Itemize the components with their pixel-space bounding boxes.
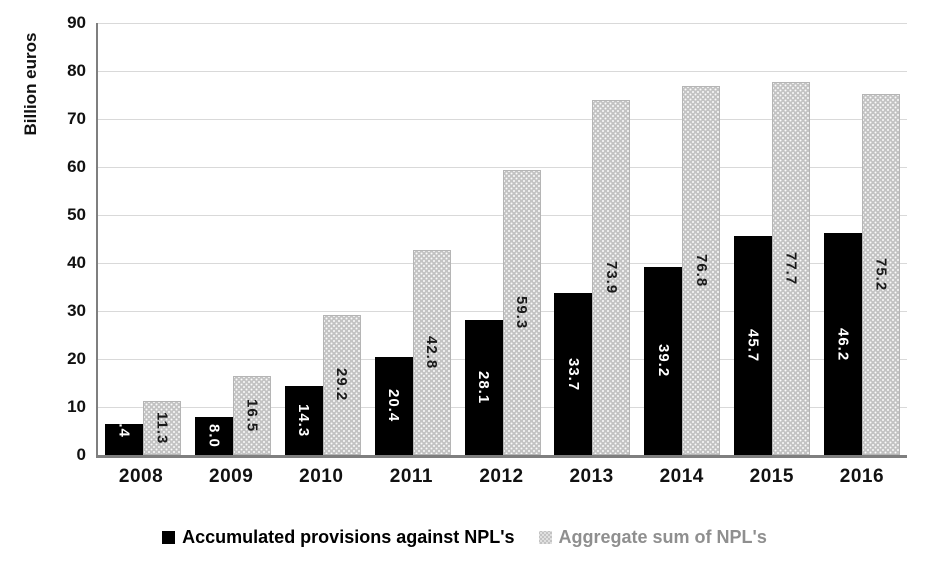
bar-2016-series-1: 75.2 xyxy=(862,94,901,455)
bar-group-2011: 20.4 42.8 xyxy=(368,23,458,455)
bar-2013-series-1: 73.9 xyxy=(592,100,631,455)
bar-group-2016: 46.2 75.2 xyxy=(817,23,907,455)
bar-2015-series-1: 77.7 xyxy=(772,82,811,455)
bar-value-label: 45.7 xyxy=(744,328,762,362)
legend-item-aggregate-npl: Aggregate sum of NPL's xyxy=(538,526,767,548)
bar-value-label: 8.0 xyxy=(205,423,223,448)
x-axis: 2008 2009 2010 2011 2012 2013 2014 2015 2016 xyxy=(96,466,907,492)
x-axis-tick-label: 2008 xyxy=(118,466,164,487)
bar-value-label: 14.3 xyxy=(295,404,313,438)
bar-value-label: 33.7 xyxy=(564,357,582,391)
y-axis-tick-label: 30 xyxy=(67,301,86,320)
bar-2008-series-0: 6.4 xyxy=(104,414,143,455)
bar-2014-series-1: 76.8 xyxy=(682,86,721,455)
bar-value-label: 75.2 xyxy=(872,257,890,292)
gray-square-legend-marker-icon xyxy=(538,530,552,544)
bar-group-2014: 39.2 76.8 xyxy=(637,23,727,455)
bar-value-label: 16.5 xyxy=(243,398,261,432)
bar-value-label: 76.8 xyxy=(692,254,710,288)
y-axis-tick-label: 20 xyxy=(67,349,86,368)
bar-2008-series-1: 11.3 xyxy=(142,400,181,455)
bar-2010-series-1: 29.2 xyxy=(322,314,361,455)
y-axis-tick-label: 40 xyxy=(67,253,86,272)
legend: Accumulated provisions against NPL's Agg… xyxy=(0,523,929,551)
bar-value-label: 20.4 xyxy=(385,389,403,423)
x-axis-tick-label: 2010 xyxy=(299,466,344,487)
legend-label: Aggregate sum of NPL's xyxy=(558,526,767,547)
x-axis-tick-label: 2012 xyxy=(479,466,524,487)
y-axis-tick-label: 70 xyxy=(67,109,86,128)
bar-2012-series-1: 59.3 xyxy=(502,170,541,455)
bar-2014-series-0: 39.2 xyxy=(644,266,683,455)
bar-group-2013: 33.7 73.9 xyxy=(547,23,637,455)
x-axis-tick-label: 2016 xyxy=(839,466,885,487)
bar-group-2009: 8.0 16.5 xyxy=(188,23,278,455)
bar-2011-series-1: 42.8 xyxy=(412,249,451,455)
y-axis-tick-label: 10 xyxy=(67,397,86,416)
bar-2009-series-0: 8.0 xyxy=(194,416,233,455)
bar-value-label: 59.3 xyxy=(513,296,530,330)
x-axis-tick-label: 2014 xyxy=(659,466,704,487)
y-axis-tick-label: 50 xyxy=(67,205,86,224)
bar-value-label: 39.2 xyxy=(654,344,672,378)
bar-2011-series-0: 20.4 xyxy=(374,357,413,455)
bar-group-2008: 6.4 11.3 xyxy=(98,23,188,455)
bar-2010-series-0: 14.3 xyxy=(284,386,323,455)
bar-group-2010: 14.3 29.2 xyxy=(278,23,368,455)
bar-value-label: 29.2 xyxy=(333,368,351,402)
bar-value-label: 73.9 xyxy=(602,261,620,295)
y-axis-tick-label: 90 xyxy=(67,13,86,32)
bar-value-label: 28.1 xyxy=(475,370,492,405)
bar-2013-series-0: 33.7 xyxy=(554,293,593,455)
bar-value-label: 11.3 xyxy=(153,411,171,445)
bar-2016-series-0: 46.2 xyxy=(824,233,863,455)
y-axis-tick-label: 60 xyxy=(67,157,86,176)
y-axis-tick-label: 0 xyxy=(76,445,86,464)
bar-value-label: 46.2 xyxy=(834,327,852,361)
legend-label: Accumulated provisions against NPL's xyxy=(182,526,515,547)
x-axis-tick-label: 2009 xyxy=(209,466,254,487)
black-square-legend-marker-icon xyxy=(162,530,176,544)
bar-value-label: 77.7 xyxy=(782,251,800,286)
bar-group-2012: 28.1 59.3 xyxy=(458,23,548,455)
legend-item-accumulated-provisions: Accumulated provisions against NPL's xyxy=(162,526,515,548)
x-axis-tick-label: 2013 xyxy=(569,466,614,487)
bar-2009-series-1: 16.5 xyxy=(232,375,271,455)
bar-group-2015: 45.7 77.7 xyxy=(727,23,817,455)
bar-2012-series-0: 28.1 xyxy=(464,320,503,455)
bar-2015-series-0: 45.7 xyxy=(734,235,773,455)
x-axis-tick-label: 2011 xyxy=(389,466,433,487)
plot-area: 6.4 11.3 8.0 16.5 14.3 29.2 20.4 42.8 28.1 59.3 33… xyxy=(96,23,907,458)
bar-value-label: 42.8 xyxy=(423,335,441,369)
x-axis-tick-label: 2015 xyxy=(749,466,794,487)
bar-value-label: 6.4 xyxy=(115,413,133,438)
y-axis-tick-label: 80 xyxy=(67,61,86,80)
